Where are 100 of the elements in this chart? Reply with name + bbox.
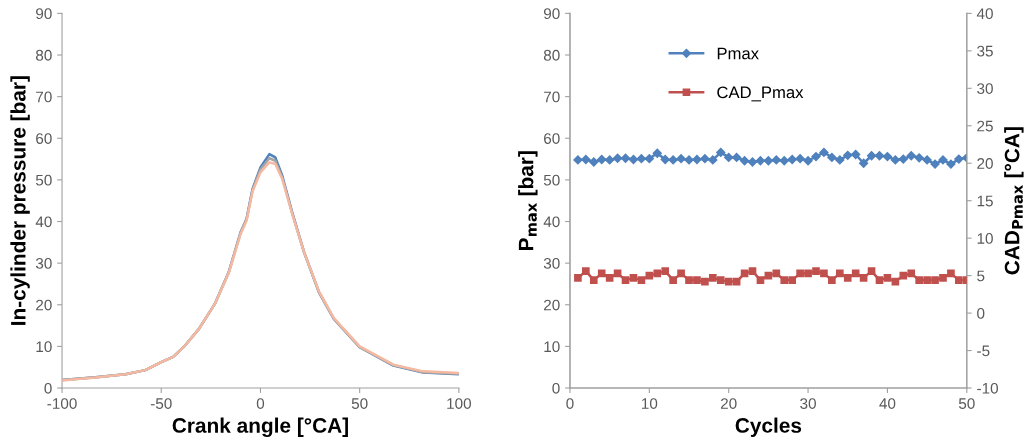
point [875,276,884,284]
point [819,147,829,158]
x-tick-label: 30 [800,398,816,409]
point [907,269,916,278]
point [780,276,789,284]
point [763,156,774,166]
x-tick-label: 20 [720,398,737,409]
point [914,153,924,163]
y2-tick-label: 20 [977,158,993,169]
point [574,274,582,282]
point [922,155,932,165]
y-tick-label: 40 [35,216,52,228]
point [803,156,813,166]
point [866,151,877,161]
point [890,155,900,165]
point [882,151,893,162]
point [796,269,804,278]
point [748,267,757,275]
point [923,276,931,284]
y-tick-label: 80 [35,49,52,61]
point [812,267,820,275]
point [669,276,677,284]
point [653,269,662,278]
point [835,269,844,278]
legend-label: CAD_Pmax [717,86,804,102]
point [938,155,948,165]
y2-tick-label: 10 [977,233,993,244]
point [708,155,718,165]
point [867,267,876,275]
y-tick-label: 90 [36,8,52,20]
point [779,156,789,166]
point [582,267,590,275]
point [597,154,607,165]
y2-tick-label: 35 [977,45,993,57]
point [930,159,940,169]
point [716,276,725,284]
y2-tick-label: 5 [977,270,985,282]
point [677,269,685,278]
y-tick-label: 10 [36,341,52,353]
y-tick-label: 60 [544,133,560,144]
y-tick-label: 30 [543,258,560,269]
x-tick-label: 50 [351,398,368,409]
point [700,154,710,164]
point [701,277,709,286]
y-tick-label: 50 [543,174,560,186]
y2-tick-label: 0 [977,307,985,319]
point [644,154,654,164]
point [883,274,892,282]
point [676,154,686,164]
y2-tick-label: 15 [977,195,993,207]
x-tick-label: 100 [447,398,472,409]
x-axis-title: Cycles [735,417,802,437]
point [955,276,963,284]
y-tick-label: 0 [552,382,560,394]
point [739,156,750,166]
y2-tick-label: 30 [977,83,993,94]
y-tick-label: 90 [543,8,560,20]
point [668,155,678,165]
y-tick-label: 10 [544,341,560,353]
y-tick-label: 50 [35,174,52,186]
point [906,151,916,161]
y2-tick-label: 25 [977,120,993,132]
point [693,276,701,284]
point [820,269,828,278]
point [692,154,702,165]
point [620,153,631,163]
point [724,277,733,286]
point [771,155,781,165]
point [858,158,869,168]
point [732,152,742,163]
point [755,156,766,166]
point [946,159,956,169]
point [756,276,765,284]
point [939,274,947,282]
point [573,155,583,165]
y-tick-label: 60 [36,133,52,144]
point [795,154,805,164]
point [597,269,606,278]
point [605,274,614,282]
legend-label: Pmax [717,47,759,60]
point [581,154,591,165]
point [827,152,837,163]
point [612,153,623,163]
y2-axis-title: CAD$_{Pmax}$ [°CA] [1004,127,1024,275]
point [684,155,694,165]
point [589,157,599,167]
point [772,269,781,278]
y-tick-label: 20 [544,299,560,311]
y2-tick-label: 40 [976,8,993,20]
point [931,276,939,284]
x-tick-label: 40 [879,398,896,409]
x-tick-label: -50 [150,398,172,409]
point [787,154,797,165]
point [899,271,908,280]
point [629,274,638,282]
point [747,157,758,167]
x-tick-label: 50 [958,398,975,409]
point [716,147,726,158]
point [859,274,868,282]
x-tick-label: -100 [47,398,77,409]
